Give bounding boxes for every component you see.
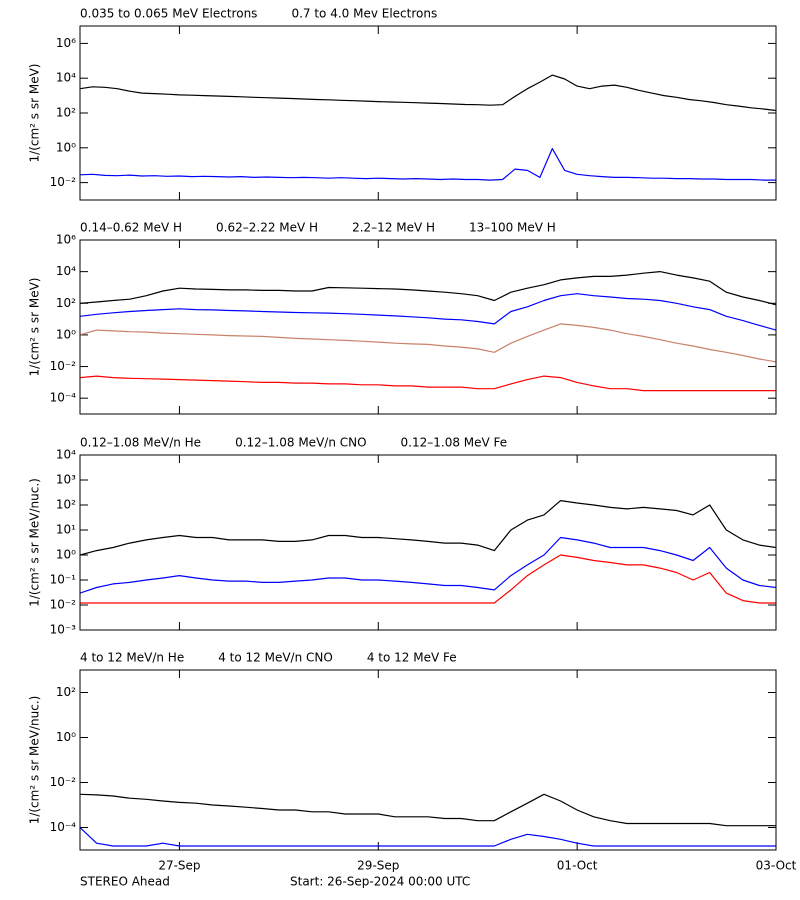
y-tick-label: 10⁴ [56, 264, 76, 278]
y-tick-label: 10⁰ [56, 140, 76, 154]
x-tick-label: 03-Oct [756, 859, 797, 873]
plot-frame [79, 454, 777, 631]
y-tick-label: 10⁻² [50, 359, 77, 373]
x-tick-label: 27-Sep [158, 859, 200, 873]
legend-entry: 2.2–12 MeV H [352, 221, 435, 235]
y-tick-label: 10⁻² [50, 175, 77, 189]
data-line [80, 271, 776, 306]
legend-entry: 0.12–1.08 MeV Fe [401, 436, 508, 450]
y-tick-label: 10² [56, 296, 76, 310]
y-tick-label: 10⁻² [50, 775, 77, 789]
data-line [80, 500, 776, 556]
legend-entry: 0.7 to 4.0 Mev Electrons [291, 7, 437, 21]
y-tick-label: 10⁻² [50, 598, 77, 612]
y-axis-label: 1/(cm² s sr MeV/nuc.) [28, 478, 42, 607]
legend-entry: 4 to 12 MeV/n CNO [218, 651, 333, 665]
y-tick-label: 10⁶ [56, 36, 76, 50]
x-tick-label: 01-Oct [557, 859, 598, 873]
plot-frame [79, 25, 777, 201]
y-tick-label: 10⁻³ [50, 623, 77, 637]
y-tick-label: 10⁰ [56, 730, 76, 744]
plot-frame [79, 239, 777, 415]
y-tick-label: 10⁶ [56, 233, 76, 247]
y-tick-label: 10⁻¹ [50, 573, 77, 587]
data-line [80, 293, 776, 331]
y-tick-label: 10² [56, 498, 76, 512]
y-axis-label: 1/(cm² s sr MeV) [28, 278, 42, 377]
y-tick-label: 10¹ [56, 523, 76, 537]
legend-entry: 0.12–1.08 MeV/n He [80, 436, 201, 450]
legend-entry: 0.12–1.08 MeV/n CNO [235, 436, 366, 450]
plot-area [80, 793, 776, 847]
y-tick-label: 10⁻⁴ [50, 391, 77, 405]
legend-entry: 0.14–0.62 MeV H [80, 221, 182, 235]
plot-area [80, 271, 776, 392]
data-line [80, 74, 776, 112]
y-tick-label: 10² [56, 685, 76, 699]
y-tick-label: 10³ [56, 473, 76, 487]
data-line [80, 827, 776, 847]
data-line [80, 536, 776, 594]
y-axis-label: 1/(cm² s sr MeV) [28, 64, 42, 163]
legend-entry: 0.035 to 0.065 MeV Electrons [80, 7, 257, 21]
start-label: Start: 26-Sep-2024 00:00 UTC [290, 875, 470, 889]
data-line [80, 148, 776, 181]
y-tick-label: 10⁰ [56, 327, 76, 341]
x-tick-label: 29-Sep [357, 859, 399, 873]
y-tick-label: 10² [56, 106, 76, 120]
legend-entry: 4 to 12 MeV Fe [367, 651, 457, 665]
mission-label: STEREO Ahead [80, 875, 170, 889]
plot-area [80, 74, 776, 181]
data-line [80, 793, 776, 827]
y-tick-label: 10⁻⁴ [50, 820, 77, 834]
y-tick-label: 10⁴ [56, 448, 76, 462]
legend-entry: 4 to 12 MeV/n He [80, 651, 184, 665]
legend-entry: 13–100 MeV H [469, 221, 556, 235]
y-tick-label: 10⁴ [56, 71, 76, 85]
plot-area [80, 500, 776, 604]
data-line [80, 375, 776, 392]
y-tick-label: 10⁰ [56, 548, 76, 562]
legend-entry: 0.62–2.22 MeV H [216, 221, 318, 235]
y-axis-label: 1/(cm² s sr MeV/nuc.) [28, 696, 42, 825]
data-line [80, 323, 776, 363]
plot-frame [79, 669, 777, 851]
data-line [80, 554, 776, 604]
